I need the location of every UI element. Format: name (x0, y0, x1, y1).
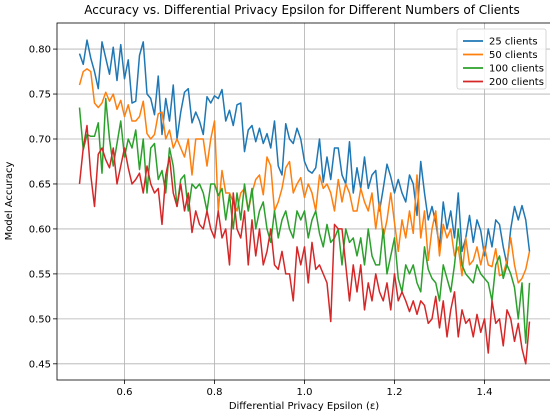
x-tick-label: 1.0 (297, 387, 313, 398)
grid-lines (57, 23, 550, 380)
y-tick-label: 0.55 (29, 269, 51, 280)
y-axis-ticks: 0.45 0.50 0.55 0.60 0.65 0.70 0.75 0.80 (29, 45, 57, 370)
series-line-1 (78, 39, 531, 266)
y-tick-label: 0.75 (29, 90, 51, 101)
legend-label: 100 clients (489, 64, 544, 75)
legend-box (456, 28, 547, 90)
series-lines (78, 39, 531, 365)
legend: 25 clients 50 clients 100 clients 200 clien… (456, 28, 547, 90)
y-tick-label: 0.80 (29, 45, 51, 56)
y-tick-label: 0.65 (29, 179, 51, 190)
series-line-4 (78, 124, 531, 365)
legend-label: 50 clients (489, 50, 538, 61)
x-axis-ticks: 0.6 0.8 1.0 1.2 1.4 (117, 380, 493, 398)
chart-title: Accuracy vs. Differential Privacy Epsilo… (84, 3, 520, 17)
y-tick-label: 0.70 (29, 135, 51, 146)
x-axis-label: Differential Privacy Epsilon (ε) (229, 401, 379, 412)
y-tick-label: 0.60 (29, 224, 51, 235)
y-axis-label: Model Accuracy (4, 161, 15, 240)
y-tick-label: 0.50 (29, 314, 51, 325)
series-line-3 (78, 97, 531, 344)
y-tick-label: 0.45 (29, 359, 51, 370)
legend-label: 200 clients (489, 77, 544, 88)
x-tick-label: 1.4 (477, 387, 493, 398)
x-tick-label: 1.2 (387, 387, 403, 398)
x-tick-label: 0.6 (117, 387, 133, 398)
legend-label: 25 clients (489, 37, 538, 48)
series-line-2 (78, 68, 531, 284)
x-tick-label: 0.8 (207, 387, 223, 398)
